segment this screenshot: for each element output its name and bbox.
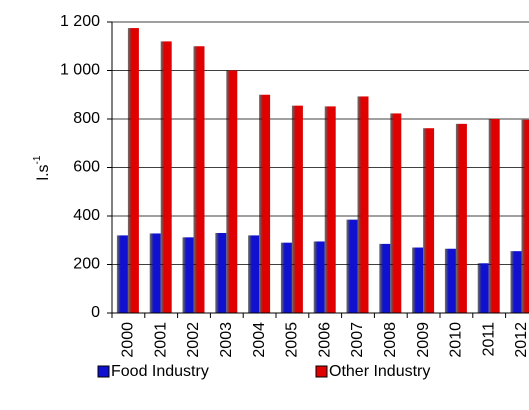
bar xyxy=(248,235,260,313)
x-tick-label: 2008 xyxy=(382,322,399,358)
bar xyxy=(160,41,172,314)
x-tick-label-group: 2000 xyxy=(120,322,137,358)
x-tick-label-group: 2007 xyxy=(349,322,366,358)
y-label-text: l.s xyxy=(35,164,52,180)
x-tick-label-group: 2006 xyxy=(316,322,333,358)
y-tick-label: 1 200 xyxy=(60,13,100,30)
x-tick-label: 2006 xyxy=(316,322,333,358)
x-tick-label: 2010 xyxy=(448,322,465,358)
x-tick-label: 2009 xyxy=(415,322,432,358)
legend-swatch xyxy=(315,365,328,378)
y-label: l.s-1 xyxy=(32,155,53,180)
bar xyxy=(193,46,205,313)
x-tick-label-group: 2012 xyxy=(513,322,529,358)
bar xyxy=(149,233,161,313)
bar xyxy=(324,106,336,313)
y-tick-label: 600 xyxy=(73,159,100,176)
x-tick-label: 2002 xyxy=(185,322,202,358)
bar xyxy=(280,242,292,313)
bar xyxy=(423,128,435,313)
bar xyxy=(116,235,128,313)
y-tick-label: 800 xyxy=(73,110,100,127)
y-label-sup: -1 xyxy=(32,155,43,164)
x-tick-label-group: 2004 xyxy=(251,322,268,358)
y-tick-label: 400 xyxy=(73,207,100,224)
x-tick-label-group: 2002 xyxy=(185,322,202,358)
bar xyxy=(182,237,194,313)
bar xyxy=(488,119,500,313)
bar xyxy=(390,113,402,313)
bar xyxy=(215,232,227,313)
bar xyxy=(313,241,325,313)
bar xyxy=(291,105,303,313)
bar xyxy=(379,243,391,313)
bar xyxy=(357,96,369,313)
x-tick-label: 2004 xyxy=(251,322,268,358)
y-tick-label: 200 xyxy=(73,256,100,273)
x-tick-label-group: 2009 xyxy=(415,322,432,358)
x-tick-label-group: 2003 xyxy=(218,322,235,358)
x-tick-label: 2007 xyxy=(349,322,366,358)
legend-label: Other Industry xyxy=(329,363,430,380)
x-tick-label-group: 2001 xyxy=(152,322,169,358)
bar xyxy=(521,119,529,313)
x-tick-label: 2011 xyxy=(480,322,497,357)
x-tick-label: 2001 xyxy=(152,322,169,358)
bar xyxy=(346,219,358,313)
bar xyxy=(259,94,271,313)
x-tick-label: 2003 xyxy=(218,322,235,358)
bar xyxy=(477,263,489,313)
x-tick-label: 2005 xyxy=(284,322,301,358)
y-tick-label: 0 xyxy=(91,304,100,321)
bar xyxy=(510,251,522,313)
bar xyxy=(127,28,139,313)
x-tick-label-group: 2008 xyxy=(382,322,399,358)
y-axis-label: l.s-1 xyxy=(32,155,53,180)
x-tick-label-group: 2010 xyxy=(448,322,465,358)
legend-swatch xyxy=(97,365,110,378)
x-tick-label: 2012 xyxy=(513,322,529,358)
bar xyxy=(455,123,467,313)
y-tick-label: 1 000 xyxy=(60,62,100,79)
bar xyxy=(444,248,456,313)
x-tick-label: 2000 xyxy=(120,322,137,358)
legend-label: Food Industry xyxy=(111,363,209,380)
x-tick-label-group: 2005 xyxy=(284,322,301,358)
bar xyxy=(226,70,238,313)
bar xyxy=(412,247,424,313)
x-tick-label-group: 2011 xyxy=(480,322,497,357)
